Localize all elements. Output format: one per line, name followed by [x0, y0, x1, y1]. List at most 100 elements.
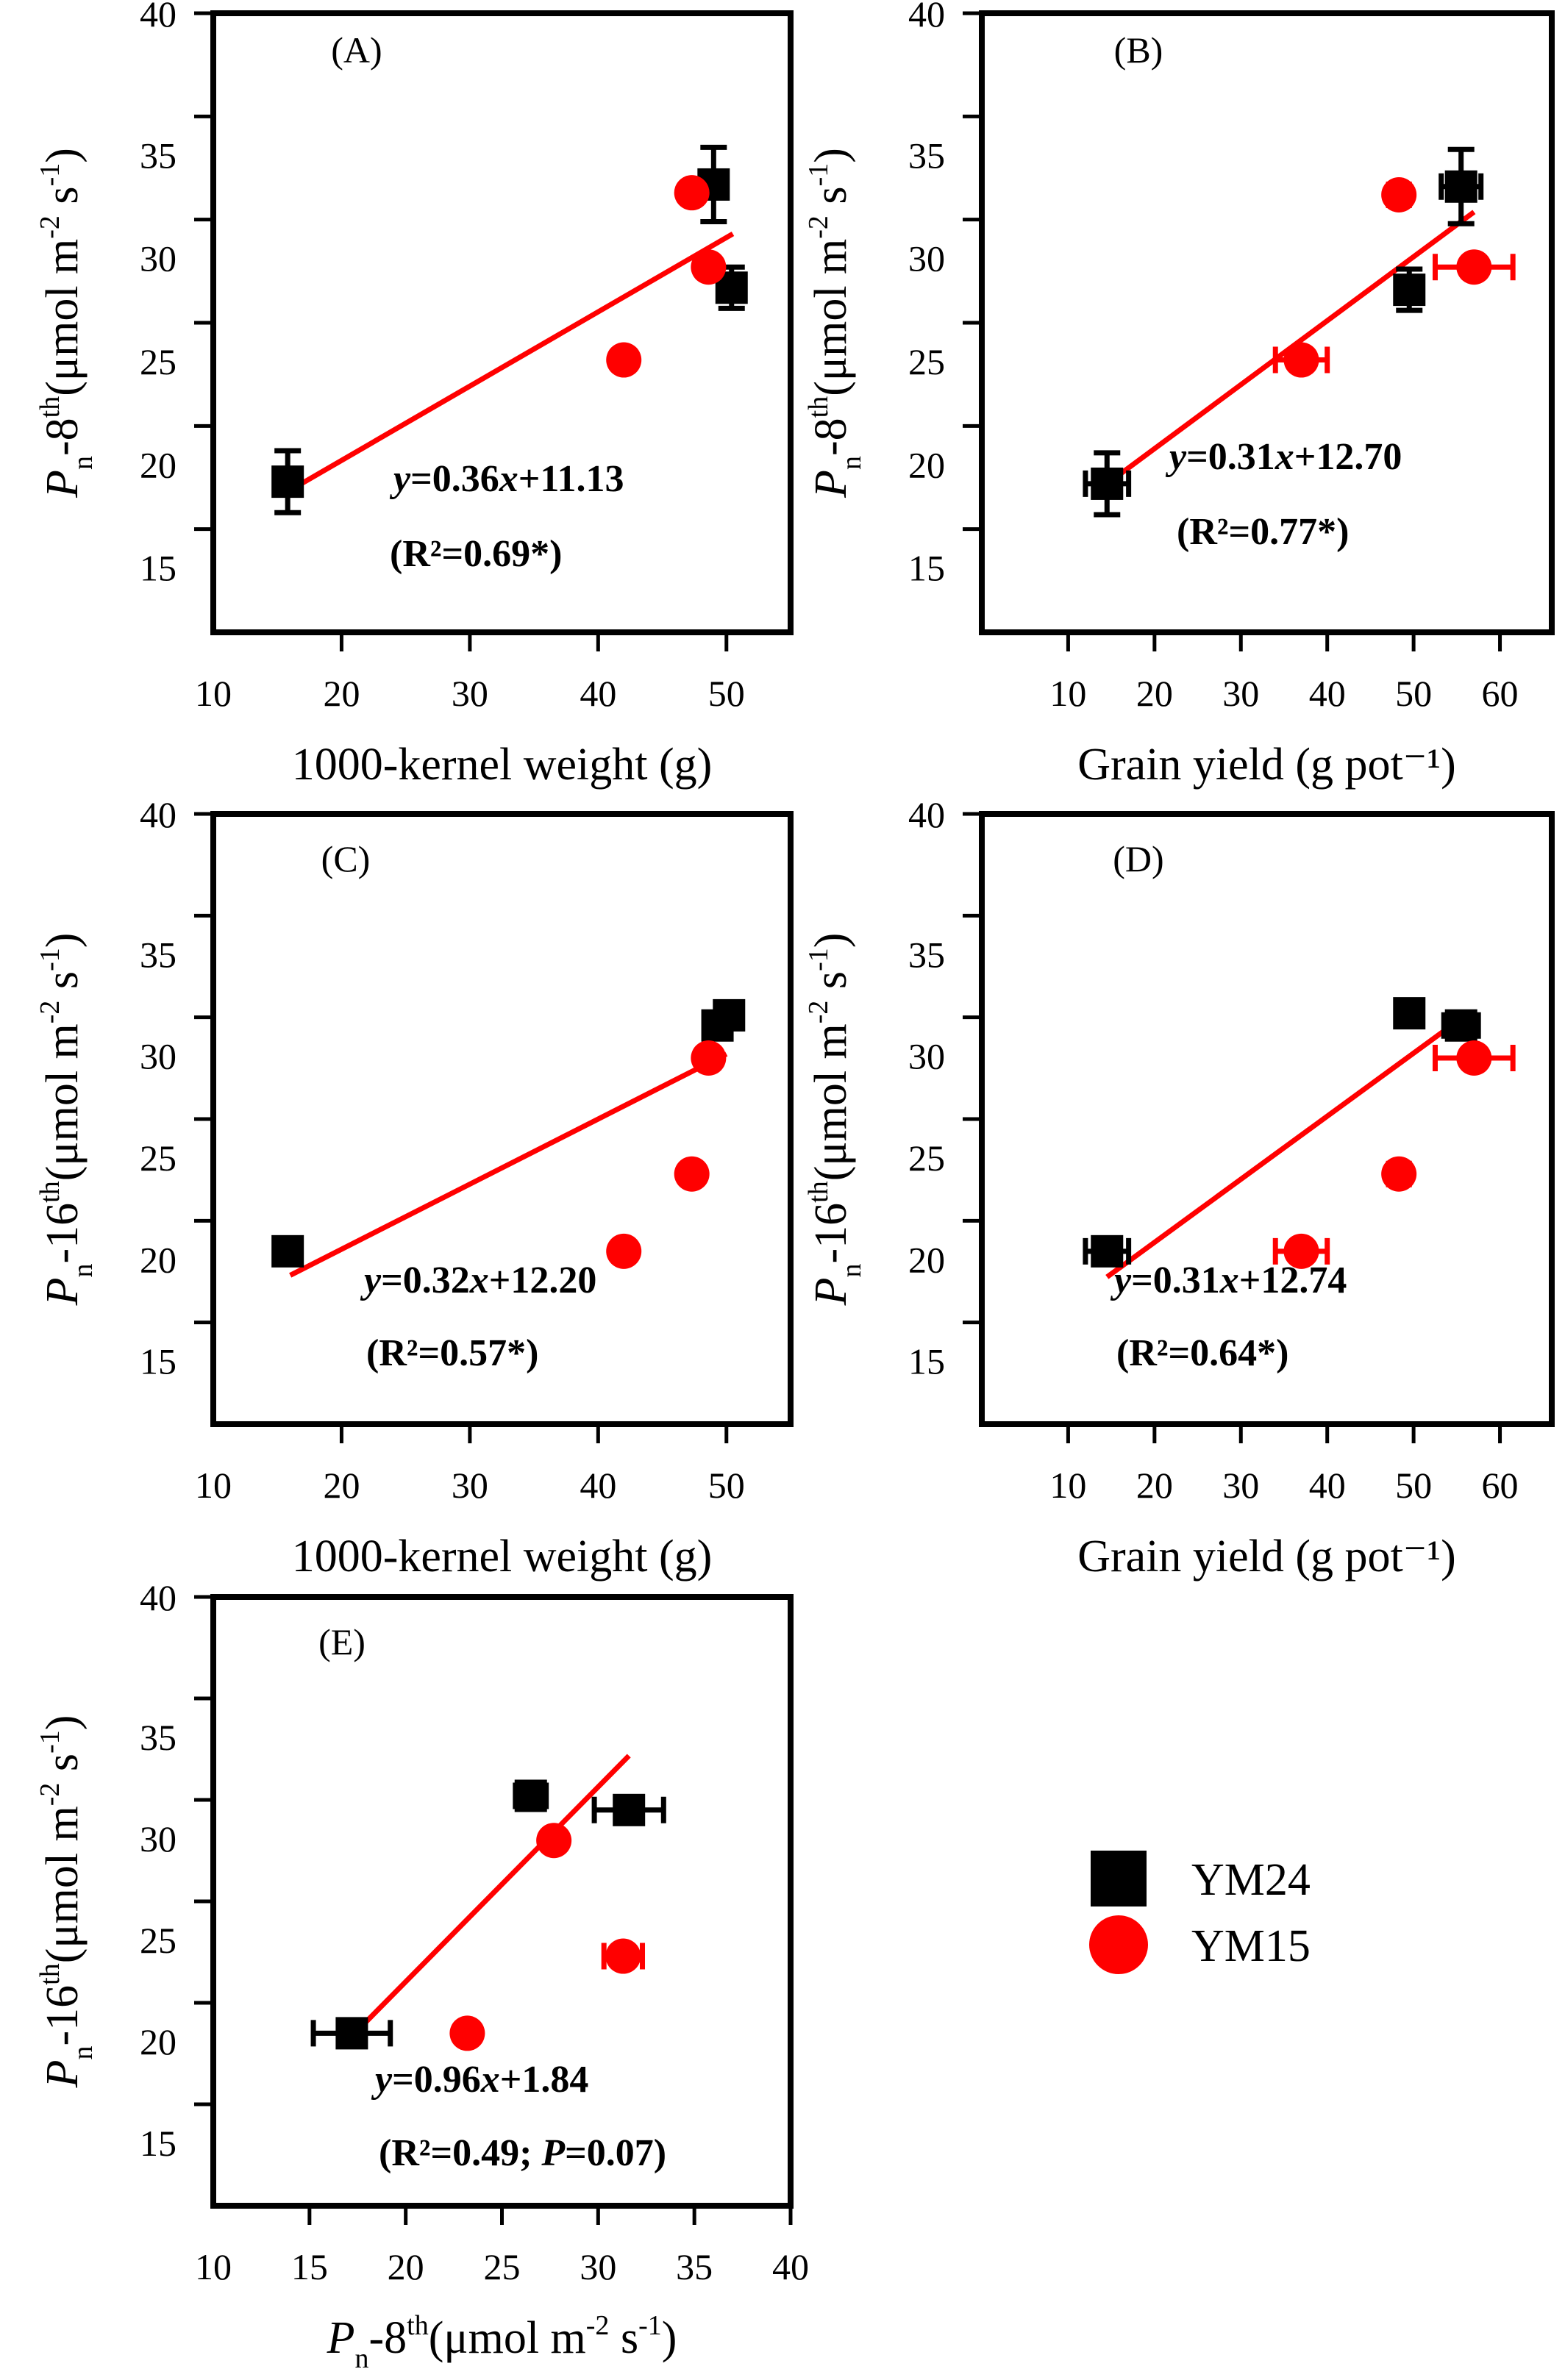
r-squared: (R²=0.57*) — [366, 1332, 538, 1374]
panel-a: 10 20 30 40 50 15 20 25 30 35 40 (A) 1000-kernel wei… — [35, 0, 794, 790]
y-tick-label: 15 — [140, 548, 177, 589]
r-squared: (R²=0.69*) — [390, 533, 562, 575]
regression-line — [349, 1754, 631, 2038]
data-point-ym15 — [1283, 342, 1319, 378]
x-tick-label: 10 — [1049, 1465, 1086, 1506]
x-tick-label: 50 — [708, 1465, 745, 1506]
y-tick-label: 35 — [140, 934, 177, 975]
legend: YM24 YM15 — [1089, 1851, 1311, 1974]
regression-equation: y=0.31x+12.74 — [1110, 1259, 1347, 1301]
y-tick-label: 15 — [908, 548, 945, 589]
x-tick-label: 10 — [1049, 673, 1086, 714]
data-point-ym15 — [536, 1823, 572, 1859]
x-tick-label: 30 — [1222, 673, 1259, 714]
x-axis-title: Grain yield (g pot⁻¹) — [1077, 1532, 1455, 1582]
r-squared: (R²=0.64*) — [1116, 1332, 1288, 1374]
y-tick-label: 30 — [140, 1818, 177, 1859]
data-point-ym24 — [1091, 467, 1124, 500]
x-tick-label: 10 — [195, 1465, 232, 1506]
x-tick-label: 40 — [580, 1465, 616, 1506]
y-axis-title: Pn-8th(μmol m-2 s-1) — [35, 148, 99, 498]
y-tick-label: 25 — [140, 1137, 177, 1179]
x-tick-label: 60 — [1482, 1465, 1519, 1506]
regression-line — [1105, 1016, 1463, 1279]
y-tick-label: 15 — [140, 2123, 177, 2164]
x-tick-label: 40 — [772, 2246, 809, 2287]
y-tick-label: 35 — [908, 135, 945, 176]
x-tick-label: 20 — [323, 1465, 360, 1506]
x-tick-label: 40 — [1309, 1465, 1346, 1506]
panel-label: (D) — [1113, 838, 1163, 879]
y-tick-label: 20 — [908, 444, 945, 485]
x-axis-title: 1000-kernel weight (g) — [292, 1532, 713, 1582]
legend-marker-square — [1091, 1851, 1147, 1906]
x-axis-title: Pn-8th(μmol m-2 s-1) — [327, 2310, 677, 2374]
y-tick-label: 40 — [140, 0, 177, 35]
x-tick-label: 25 — [484, 2246, 521, 2287]
y-axis-title: Pn-8th(μmol m-2 s-1) — [803, 148, 867, 498]
y-tick-label: 15 — [140, 1341, 177, 1382]
regression-line — [289, 1051, 728, 1278]
panel-c: 10 20 30 40 50 15 20 25 30 35 40 (C) 1000-kernel wei… — [35, 794, 794, 1582]
data-point-ym24 — [271, 1234, 304, 1268]
data-point-ym24 — [1091, 1234, 1124, 1268]
y-tick-label: 30 — [908, 238, 945, 279]
y-tick-label: 40 — [908, 0, 945, 35]
r-squared: (R²=0.77*) — [1177, 511, 1349, 553]
x-tick-label: 50 — [1395, 1465, 1432, 1506]
x-tick-label: 10 — [195, 673, 232, 714]
y-tick-label: 40 — [140, 794, 177, 835]
legend-label: YM24 — [1191, 1855, 1311, 1905]
y-tick-label: 40 — [140, 1577, 177, 1618]
y-tick-label: 25 — [140, 1920, 177, 1961]
regression-equation: y=0.31x+12.70 — [1165, 436, 1402, 478]
y-tick-label: 30 — [140, 1036, 177, 1077]
data-point-ym15 — [606, 342, 642, 378]
data-point-ym15 — [1283, 1233, 1319, 1269]
y-tick-label: 35 — [140, 135, 177, 176]
regression-equation: y=0.36x+11.13 — [389, 458, 624, 500]
y-tick-label: 20 — [140, 2021, 177, 2062]
panel-e: 10 15 20 25 30 35 40 15 20 25 30 35 40 (E) Pn-8th(μmol… — [35, 1577, 809, 2374]
y-tick-label: 30 — [908, 1036, 945, 1077]
data-point-ym15 — [1456, 249, 1492, 285]
x-tick-label: 40 — [1309, 673, 1346, 714]
x-tick-label: 30 — [580, 2246, 616, 2287]
x-tick-label: 20 — [1136, 1465, 1173, 1506]
data-point-ym15 — [1381, 1156, 1417, 1192]
data-point-ym24 — [613, 1793, 646, 1826]
y-tick-label: 35 — [908, 934, 945, 975]
data-point-ym24 — [713, 998, 746, 1032]
y-axis-title: Pn-16th(μmol m-2 s-1) — [35, 933, 99, 1307]
y-tick-label: 20 — [908, 1239, 945, 1280]
data-point-ym15 — [1456, 1040, 1492, 1076]
regression-line — [288, 232, 735, 493]
x-tick-label: 50 — [1395, 673, 1432, 714]
data-point-ym15 — [674, 175, 710, 211]
y-tick-label: 30 — [140, 238, 177, 279]
y-tick-label: 25 — [140, 341, 177, 382]
data-point-ym15 — [691, 249, 727, 285]
panel-label: (B) — [1114, 29, 1163, 71]
panel-label: (A) — [331, 29, 382, 71]
data-point-ym24 — [1444, 170, 1477, 203]
y-tick-label: 20 — [140, 1239, 177, 1280]
data-point-ym24 — [335, 2017, 368, 2050]
data-point-ym15 — [1381, 176, 1417, 212]
y-tick-label: 40 — [908, 794, 945, 835]
x-tick-label: 20 — [1136, 673, 1173, 714]
data-point-ym24 — [514, 1779, 547, 1812]
x-axis-title: Grain yield (g pot⁻¹) — [1077, 740, 1455, 790]
data-point-ym24 — [271, 465, 304, 498]
panel-b: 10 20 30 40 50 60 15 20 25 30 35 40 (B) Grain yield (… — [803, 0, 1555, 790]
x-axis-title: 1000-kernel weight (g) — [292, 740, 713, 790]
x-tick-label: 20 — [323, 673, 360, 714]
panel-label: (E) — [318, 1621, 366, 1662]
data-point-ym15 — [449, 2015, 485, 2051]
y-tick-label: 25 — [908, 1137, 945, 1179]
x-tick-label: 10 — [195, 2246, 232, 2287]
r-squared: (R²=0.49; P=0.07) — [379, 2132, 666, 2174]
legend-label: YM15 — [1191, 1921, 1311, 1971]
x-tick-label: 30 — [452, 1465, 488, 1506]
